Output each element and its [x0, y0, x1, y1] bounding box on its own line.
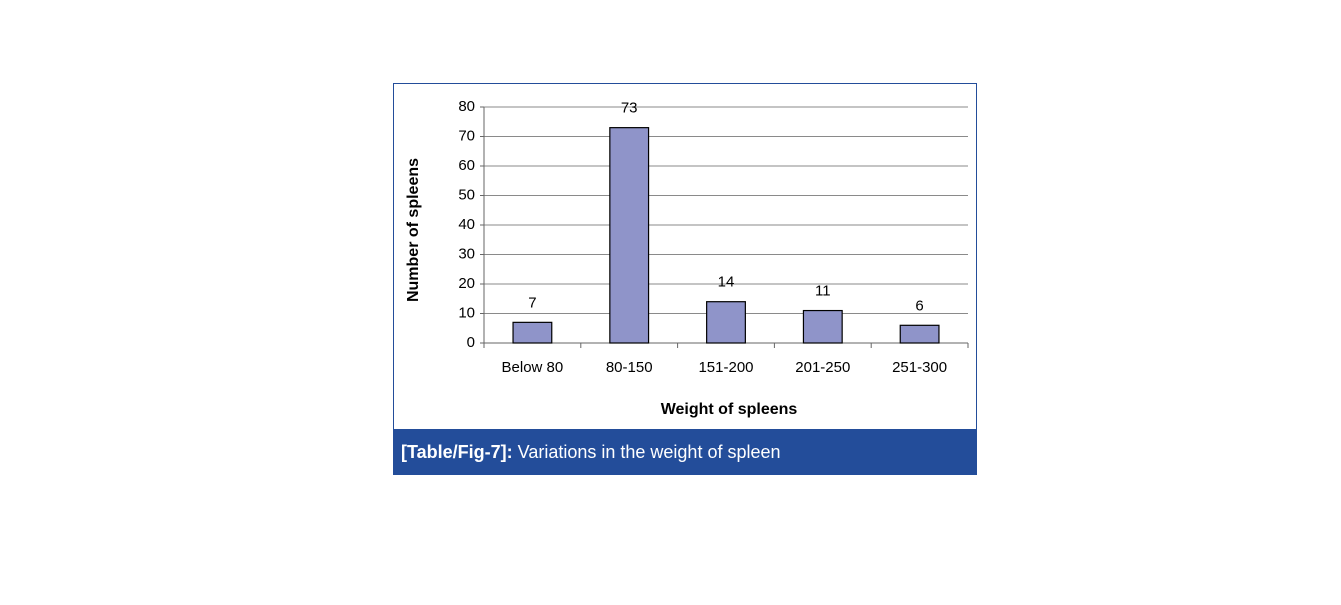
bar — [609, 127, 650, 344]
data-label: 11 — [815, 283, 831, 300]
x-tick-label: 80-150 — [606, 359, 653, 376]
y-tick-label: 70 — [458, 127, 475, 144]
x-tick-label: 251-300 — [892, 359, 947, 376]
y-tick-label: 50 — [458, 186, 475, 203]
data-label: 14 — [718, 274, 735, 291]
data-label: 7 — [528, 294, 536, 311]
y-tick-label: 10 — [458, 304, 475, 321]
x-tick-label: 201-250 — [795, 359, 850, 376]
bar — [512, 321, 553, 344]
caption-text: Variations in the weight of spleen — [518, 442, 781, 462]
y-tick-label: 20 — [458, 275, 475, 292]
y-tick-label: 0 — [467, 334, 475, 351]
bar — [899, 324, 940, 344]
bar — [706, 301, 746, 344]
x-axis-title: Weight of spleens — [661, 401, 798, 418]
y-axis-title: Number of spleens — [405, 158, 422, 302]
y-tick-label: 40 — [458, 216, 475, 233]
caption: [Table/Fig-7]: Variations in the weight … — [401, 442, 781, 462]
y-tick-label: 30 — [458, 245, 475, 262]
bar — [802, 309, 843, 344]
figure-frame — [393, 83, 977, 475]
x-tick-label: 151-200 — [698, 359, 753, 376]
x-tick-label: Below 80 — [502, 359, 564, 376]
caption-bar — [393, 429, 977, 475]
data-label: 73 — [621, 100, 638, 117]
y-tick-label: 80 — [458, 98, 475, 115]
caption-label: [Table/Fig-7]: — [401, 442, 513, 462]
data-label: 6 — [915, 297, 923, 314]
y-tick-label: 60 — [458, 157, 475, 174]
